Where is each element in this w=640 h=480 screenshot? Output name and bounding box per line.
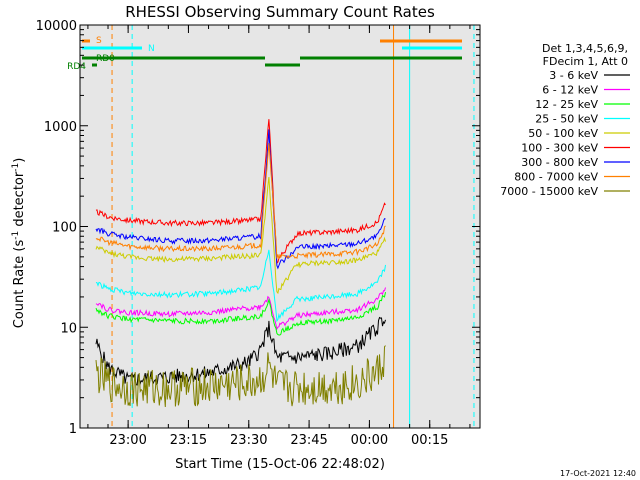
legend-label: 12 - 25 keV xyxy=(535,98,598,111)
y-tick-label: 10000 xyxy=(36,19,77,34)
series-line xyxy=(95,345,386,408)
series-line xyxy=(95,143,386,260)
x-tick-label: 00:00 xyxy=(351,433,388,448)
x-tick-label: 23:45 xyxy=(290,433,327,448)
legend-title: Det 1,3,4,5,6,9, xyxy=(542,42,628,55)
series-line xyxy=(95,176,386,295)
legend-label: 3 - 6 keV xyxy=(549,69,598,82)
timestamp: 17-Oct-2021 12:40 xyxy=(560,469,636,478)
y-tick-label: 1 xyxy=(69,422,77,437)
series-line xyxy=(95,249,386,323)
x-axis-label: Start Time (15-Oct-06 22:48:02) xyxy=(175,457,385,472)
legend-label: 50 - 100 keV xyxy=(528,127,598,140)
legend-label: 300 - 800 keV xyxy=(521,156,598,169)
y-tick-label: 10 xyxy=(60,321,77,336)
legend-label: 6 - 12 keV xyxy=(542,84,598,97)
x-tick-label: 00:15 xyxy=(411,433,448,448)
flag-label: N xyxy=(148,44,155,54)
legend-label: 7000 - 15000 keV xyxy=(500,185,598,198)
y-tick-label: 1000 xyxy=(44,120,77,135)
x-tick-label: 23:30 xyxy=(230,433,267,448)
legend-label: 25 - 50 keV xyxy=(535,113,598,126)
legend-title: FDecim 1, Att 0 xyxy=(543,55,628,68)
x-tick-label: 23:15 xyxy=(170,433,207,448)
plot-area xyxy=(80,25,480,428)
y-tick-label: 100 xyxy=(52,221,77,236)
series-line xyxy=(95,129,386,270)
flag-label: RD4 xyxy=(67,62,86,72)
series-line xyxy=(95,119,386,265)
x-tick-label: 23:00 xyxy=(109,433,146,448)
y-axis-label: Count Rate (s-1 detector-1) xyxy=(11,158,27,329)
series-line xyxy=(95,291,386,336)
flag-label: RD0 xyxy=(96,54,115,64)
series-line xyxy=(95,287,386,331)
legend-label: 800 - 7000 keV xyxy=(514,171,598,184)
legend-label: 100 - 300 keV xyxy=(521,142,598,155)
chart-title: RHESSI Observing Summary Count Rates xyxy=(125,3,435,21)
flag-label: S xyxy=(96,36,102,46)
